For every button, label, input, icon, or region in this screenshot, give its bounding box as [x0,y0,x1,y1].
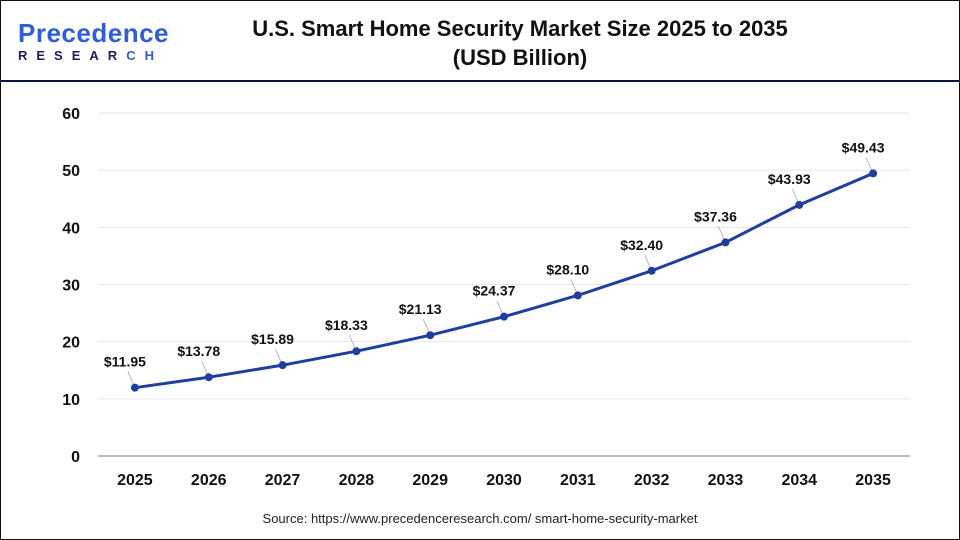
y-tick-label: 60 [62,106,80,123]
x-tick-label: 2033 [708,472,744,489]
x-tick-label: 2027 [265,472,301,489]
y-tick-label: 30 [62,278,80,295]
x-tick-label: 2025 [117,472,153,489]
data-label: $11.95 [104,354,146,370]
logo-text: RESEAR [18,48,127,63]
title-line-2: (USD Billion) [452,45,588,70]
title-line-1: U.S. Smart Home Security Market Size 202… [252,16,788,41]
data-label: $18.33 [325,317,368,333]
chart-title: U.S. Smart Home Security Market Size 202… [200,14,840,72]
y-tick-label: 20 [62,335,80,352]
data-point [426,331,435,340]
data-point [573,291,582,300]
y-tick-label: 40 [62,220,80,237]
x-tick-label: 2030 [486,472,522,489]
x-tick-label: 2035 [855,472,891,489]
data-label: $37.36 [694,208,737,224]
data-point [278,361,287,370]
data-point [500,312,508,321]
data-label: $21.13 [399,301,442,317]
data-label: $28.10 [546,261,589,277]
x-tick-label: 2028 [339,472,375,489]
data-point [204,373,213,382]
data-label: $43.93 [768,171,811,187]
logo-text: recede [35,18,123,48]
x-tick-label: 2032 [634,472,670,489]
data-point [647,266,656,275]
series-line [134,172,874,390]
logo-text: CH [126,48,163,63]
x-tick-label: 2034 [781,472,817,489]
y-tick-label: 0 [71,449,80,466]
source-note: Source: https://www.precedenceresearch.c… [262,511,698,526]
data-point [352,347,361,356]
x-tick-label: 2026 [191,472,227,489]
logo-text: P [18,18,36,48]
x-tick-label: 2031 [560,472,596,489]
header-divider [0,80,960,82]
precedence-research-logo: Precedence RESEARCH [18,20,169,63]
data-label: $13.78 [177,343,220,359]
x-tick-label: 2029 [412,472,448,489]
data-label: $49.43 [842,139,885,155]
data-label: $24.37 [473,283,516,299]
data-point [721,238,730,247]
logo-text: nce [122,18,169,48]
data-label: $32.40 [620,237,663,253]
data-point [130,383,139,392]
data-label: $15.89 [251,331,294,347]
y-tick-label: 50 [62,163,80,180]
data-point [869,169,878,178]
data-point [795,200,804,209]
y-tick-label: 10 [62,392,80,409]
